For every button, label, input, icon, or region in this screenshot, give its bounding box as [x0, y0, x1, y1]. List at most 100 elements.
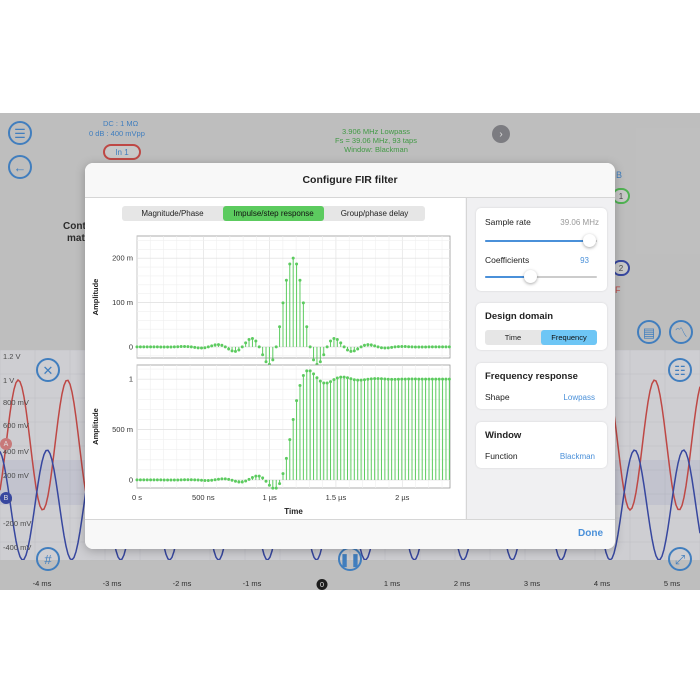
chart-1-point — [149, 345, 153, 349]
chart-1-point — [189, 345, 193, 349]
chart-1-point — [278, 325, 282, 329]
settings-sliders-button[interactable]: ☷ — [668, 358, 692, 382]
chart-2-point — [183, 478, 187, 482]
menu-button[interactable]: ☰ — [8, 121, 32, 145]
done-button[interactable]: Done — [578, 528, 603, 539]
coefficients-thumb[interactable] — [524, 270, 538, 283]
chart-2-point — [159, 478, 163, 482]
y-label-2: 800 mV — [3, 398, 29, 407]
chart-1-point — [250, 336, 254, 340]
fullscreen-button[interactable]: ⤢ — [668, 547, 692, 571]
chart-2-point — [176, 478, 180, 482]
chart-2-point — [237, 480, 241, 484]
chart-2-point — [291, 417, 295, 421]
shape-value[interactable]: Lowpass — [563, 393, 595, 402]
tab-impulse-step[interactable]: Impulse/step response — [223, 206, 324, 221]
notes-button[interactable]: ▤ — [637, 320, 661, 344]
chart-1-point — [379, 346, 383, 350]
chart-2-point — [318, 379, 322, 383]
chart-1-point — [206, 345, 210, 349]
window-function-value[interactable]: Blackman — [559, 452, 595, 461]
chart-1-point — [257, 345, 261, 349]
chart-2-x-tick-2: 1 µs — [262, 493, 277, 502]
sample-rate-value[interactable]: 39.06 MHz — [560, 218, 599, 227]
chart-2-x-tick-3: 1.5 µs — [326, 493, 347, 502]
chevron-right-icon: › — [499, 128, 503, 140]
chart-2-point — [172, 478, 176, 482]
chart-1-point — [193, 345, 197, 349]
input-coupling-text: DC : 1 MΩ — [103, 119, 139, 128]
frequency-response-title: Frequency response — [485, 371, 578, 382]
close-scope-button[interactable]: ✕ — [36, 358, 60, 382]
input-1-button[interactable]: In 1 — [103, 144, 141, 160]
chart-2-point — [393, 377, 397, 381]
x-label-7: 3 ms — [523, 579, 541, 588]
chart-2-y-tick-2: 1 — [129, 375, 133, 384]
sample-rate-thumb[interactable] — [582, 234, 596, 247]
chart-1-point — [183, 344, 187, 348]
x-label-9: 5 ms — [663, 579, 681, 588]
input-range-text: 0 dB : 400 mVpp — [89, 129, 145, 138]
chart-2-point — [335, 376, 339, 380]
chart-1-point — [247, 337, 251, 341]
channel-b-marker[interactable]: B — [0, 492, 12, 504]
chart-line-icon: 〽 — [674, 324, 688, 340]
chart-1-point — [138, 345, 142, 349]
chart-1-point — [373, 344, 377, 348]
x-label-4: 0 — [316, 579, 328, 590]
chart-1-point — [359, 345, 363, 349]
response-plot-pane: Magnitude/Phase Impulse/step response Gr… — [85, 198, 465, 519]
chart-1-point — [342, 345, 346, 349]
chart-2-point — [312, 372, 316, 376]
chart-2-point — [267, 483, 271, 487]
chart-2-point — [359, 378, 363, 382]
chart-1-point — [284, 278, 288, 282]
tab-group-phase-delay[interactable]: Group/phase delay — [340, 209, 409, 218]
chart-1-point — [407, 345, 411, 349]
chart-1-point — [142, 345, 146, 349]
window-title: Window — [485, 430, 522, 441]
input-1-label: In 1 — [115, 147, 129, 157]
y-label-0: 1.2 V — [3, 352, 21, 361]
chart-2-point — [413, 377, 417, 381]
chart-1-point — [424, 345, 428, 349]
chart-1-point — [305, 325, 309, 329]
channel-a-marker[interactable]: A — [0, 438, 12, 450]
tab-magnitude-phase[interactable]: Magnitude/Phase — [141, 209, 204, 218]
chart-1-point — [152, 345, 156, 349]
y-label-7: -200 mV — [3, 519, 32, 528]
chart-1-point — [339, 341, 343, 345]
chart-1-point — [430, 345, 434, 349]
chart-2-point — [233, 479, 237, 483]
back-button[interactable]: ← — [8, 155, 32, 179]
chart-1-point — [200, 346, 204, 350]
chart-1-point — [362, 343, 366, 347]
configure-fir-dialog: Configure FIR filter Magnitude/Phase Imp… — [85, 163, 615, 549]
chart-2-point — [301, 373, 305, 377]
domain-frequency-option[interactable]: Frequency — [541, 330, 597, 345]
forward-button[interactable]: › — [492, 125, 510, 143]
grid-button[interactable]: # — [36, 547, 60, 571]
chart-2-point — [444, 377, 448, 381]
chart-2-xlabel: Time — [284, 507, 303, 516]
coefficients-track[interactable] — [485, 276, 597, 278]
chart-2-point — [315, 376, 319, 380]
chart-2-point — [441, 377, 445, 381]
sample-rate-number: 39.06 — [560, 218, 581, 227]
chart-2-point — [349, 377, 353, 381]
chart-2-point — [278, 482, 282, 486]
chart-1-point — [295, 262, 299, 266]
chart-1-point — [145, 345, 149, 349]
chart-2-point — [308, 369, 312, 373]
y-label-5: 200 mV — [3, 471, 29, 480]
domain-time-option[interactable]: Time — [504, 333, 522, 342]
right-partial-button-1[interactable]: 1 — [612, 188, 630, 204]
chart-2-point — [346, 376, 350, 380]
chart-2-point — [203, 478, 207, 482]
chart-2-point — [254, 474, 258, 478]
document-icon: ▤ — [642, 324, 656, 340]
coefficients-value[interactable]: 93 — [580, 256, 589, 265]
measure-button[interactable]: 〽 — [669, 320, 693, 344]
chart-1-point — [230, 349, 234, 353]
chart-2-x-tick-0: 0 s — [132, 493, 142, 502]
